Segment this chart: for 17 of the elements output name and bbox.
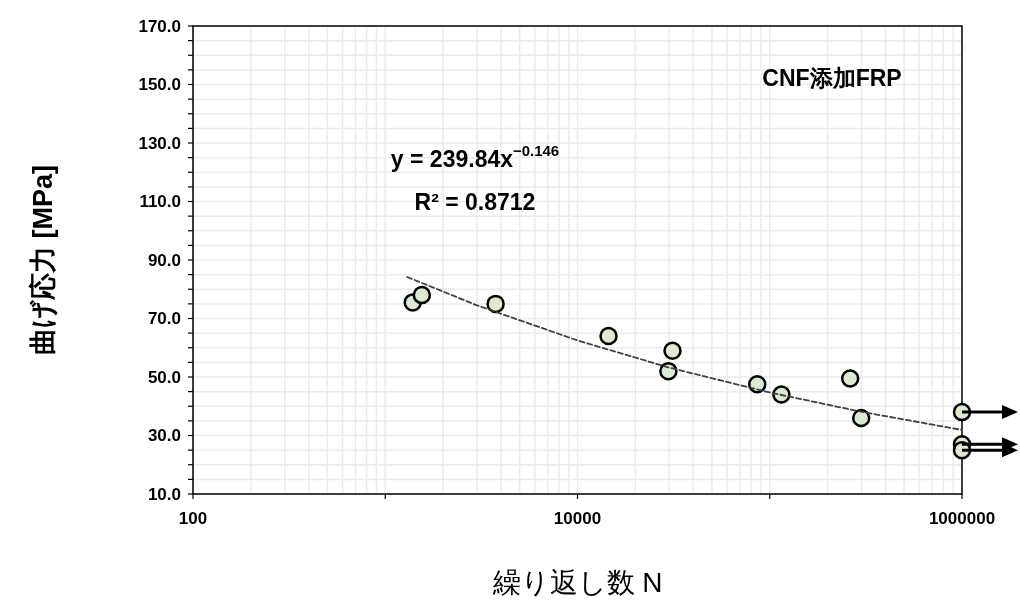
- annotation: R² = 0.8712: [414, 189, 536, 215]
- y-tick-label: 90.0: [147, 250, 181, 270]
- y-tick-label: 30.0: [147, 426, 181, 445]
- x-tick-label: 1000000: [928, 509, 996, 528]
- x-tick-label: 10000: [553, 509, 602, 528]
- y-tick-label: 170.0: [138, 16, 181, 36]
- y-tick-label: 110.0: [139, 192, 181, 211]
- y-tick-label: 130.0: [138, 133, 181, 153]
- y-tick-label: 10.0: [147, 484, 181, 504]
- y-tick-label: 50.0: [147, 367, 181, 387]
- annotation: CNF添加FRP: [762, 65, 902, 91]
- y-tick-label: 150.0: [138, 75, 181, 94]
- y-axis-title: 曲げ応力 [MPa]: [28, 165, 58, 355]
- x-axis-title: 繰り返し数 N: [491, 567, 663, 598]
- y-tick-label: 70.0: [147, 309, 181, 328]
- annotation: y = 239.84x$^{−0.146}$: [390, 142, 560, 172]
- x-tick-label: 100: [178, 509, 208, 528]
